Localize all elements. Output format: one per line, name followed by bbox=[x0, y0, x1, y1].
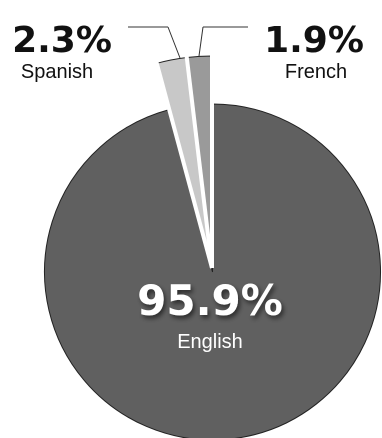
slice-category-label-english: English bbox=[177, 331, 243, 353]
slice-value-label-french: 1.9% bbox=[264, 20, 364, 61]
slice-gap-0 bbox=[184, 54, 214, 269]
slice-value-label-spanish: 2.3% bbox=[12, 20, 112, 61]
pie-slices bbox=[44, 53, 381, 438]
leader-line-french-diagonal bbox=[198, 26, 204, 57]
pie-slice-english bbox=[44, 103, 381, 438]
slice-category-label-spanish: Spanish bbox=[21, 61, 93, 83]
slice-category-label-french: French bbox=[285, 61, 347, 83]
slice-gap-2 bbox=[154, 59, 214, 269]
leader-line-spanish-diagonal bbox=[167, 26, 181, 59]
slice-value-label-english: 95.9% bbox=[137, 276, 283, 325]
